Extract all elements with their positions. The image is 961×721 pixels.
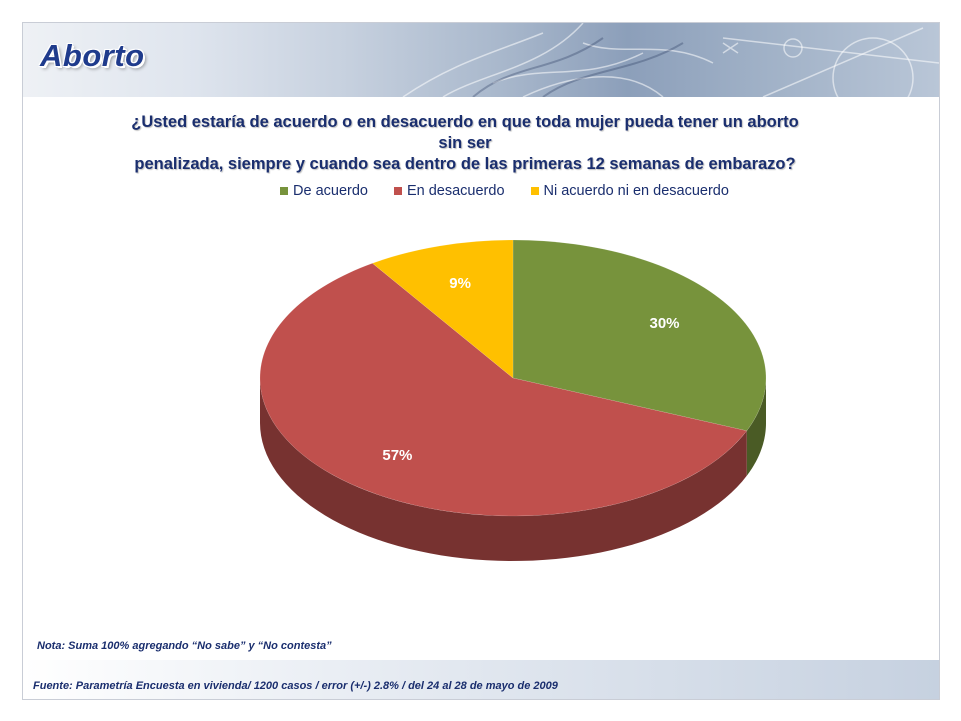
pie-slices-group (259, 239, 767, 517)
question-line-1: ¿Usted estaría de acuerdo o en desacuerd… (131, 113, 799, 152)
question-line-2: penalizada, siempre y cuando sea dentro … (134, 155, 796, 173)
header-banner (23, 23, 939, 97)
pie-side-de-acuerdo (746, 378, 766, 476)
legend-item-en-desacuerdo: En desacuerdo (393, 183, 505, 199)
legend-label-de-acuerdo: De acuerdo (293, 183, 368, 199)
pie-side-en-desacuerdo (260, 378, 747, 561)
page-title: Aborto (40, 38, 145, 73)
note-text: Nota: Suma 100% agregando “No sabe” y “N… (37, 640, 332, 652)
banner-decoration (402, 23, 939, 97)
pie-slice-de-acuerdo (512, 239, 767, 432)
source-text: Fuente: Parametría Encuesta en vivienda/… (33, 680, 558, 692)
question-text: ¿Usted estaría de acuerdo o en desacuerd… (120, 112, 810, 175)
pie-label-de-acuerdo: 30% (649, 315, 679, 332)
legend-label-en-desacuerdo: En desacuerdo (406, 183, 505, 199)
pie-slice-en-desacuerdo (259, 262, 748, 517)
pie-chart: 30% 57% 9% (259, 239, 767, 561)
legend-swatch-de-acuerdo (280, 187, 288, 195)
pie-slice-ni-acuerdo (371, 239, 514, 379)
pie-label-ni-acuerdo: 9% (449, 275, 471, 292)
legend-swatch-en-desacuerdo (393, 187, 402, 195)
pie-label-en-desacuerdo: 57% (382, 447, 412, 464)
legend-swatch-ni-acuerdo (530, 187, 539, 195)
chart-legend: De acuerdo En desacuerdo Ni acuerdo ni e… (280, 183, 729, 199)
pie-labels-group: 30% 57% 9% (382, 275, 679, 464)
pie-depth-group (260, 378, 766, 561)
legend-item-de-acuerdo: De acuerdo (280, 183, 368, 199)
legend-label-ni-acuerdo: Ni acuerdo ni en desacuerdo (543, 183, 729, 199)
footer-band (23, 660, 939, 699)
legend-item-ni-acuerdo: Ni acuerdo ni en desacuerdo (530, 183, 729, 199)
